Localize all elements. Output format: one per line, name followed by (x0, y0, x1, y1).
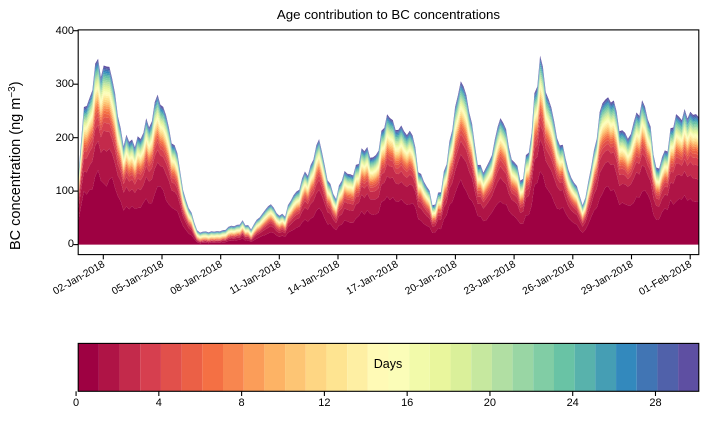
svg-text:11-Jan-2018: 11-Jan-2018 (228, 259, 283, 297)
svg-text:20-Jan-2018: 20-Jan-2018 (404, 259, 460, 298)
svg-text:14-Jan-2018: 14-Jan-2018 (286, 259, 342, 298)
svg-text:17-Jan-2018: 17-Jan-2018 (345, 259, 401, 298)
svg-text:BC concentration (ng m−3): BC concentration (ng m−3) (7, 81, 24, 250)
svg-text:01-Feb-2018: 01-Feb-2018 (637, 259, 694, 298)
svg-text:23-Jan-2018: 23-Jan-2018 (462, 259, 518, 298)
svg-text:05-Jan-2018: 05-Jan-2018 (110, 259, 166, 298)
svg-text:08-Jan-2018: 08-Jan-2018 (169, 259, 225, 298)
svg-text:29-Jan-2018: 29-Jan-2018 (580, 259, 636, 298)
svg-text:02-Jan-2018: 02-Jan-2018 (51, 259, 107, 298)
svg-text:26-Jan-2018: 26-Jan-2018 (521, 259, 577, 298)
